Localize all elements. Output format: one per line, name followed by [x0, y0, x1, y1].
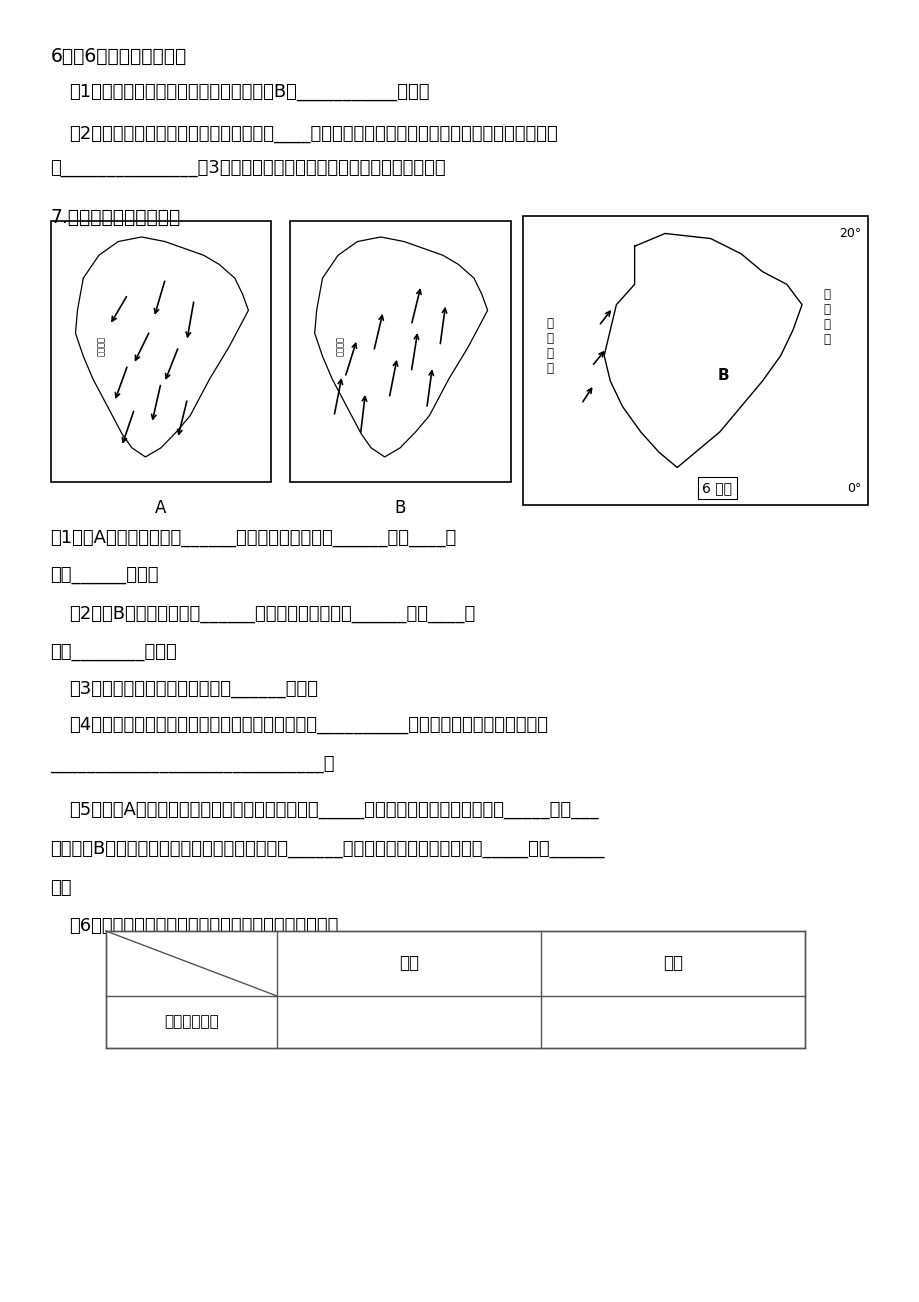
Text: ______________________________。: ______________________________。 — [51, 755, 335, 773]
Text: 北面利陆: 北面利陆 — [96, 336, 106, 357]
Text: 6 题图: 6 题图 — [702, 480, 732, 495]
Text: （3）能给印度带来丰富降水的是______季风。: （3）能给印度带来丰富降水的是______季风。 — [69, 680, 318, 698]
Text: B: B — [717, 367, 728, 383]
Bar — [522, 216, 868, 505]
Text: 月。在图B中季风的影响下，印度大部分地区进入______季，该季节时间大致是每年的_____月至______: 月。在图B中季风的影响下，印度大部分地区进入______季，该季节时间大致是每年… — [51, 840, 605, 858]
Text: 夏面利陆: 夏面利陆 — [335, 336, 345, 357]
Text: 西南风的变化: 西南风的变化 — [164, 1014, 219, 1030]
Text: 20°: 20° — [838, 227, 860, 240]
Text: （1）下图为某国地形的一部分，该地形区B是___________高原。: （1）下图为某国地形的一部分，该地形区B是___________高原。 — [69, 83, 429, 102]
Text: B: B — [394, 499, 405, 517]
Text: 旱灾: 旱灾 — [663, 954, 682, 973]
Text: （4）在这两种季风的影响下，印度大部分地区属于__________气候，这种气候的主要特征是: （4）在这两种季风的影响下，印度大部分地区属于__________气候，这种气候… — [69, 716, 548, 734]
Text: 水灾: 水灾 — [399, 954, 419, 973]
Text: 月。: 月。 — [51, 879, 72, 897]
Text: 称为________季风。: 称为________季风。 — [51, 643, 177, 661]
Text: （2）图B中箭头表示的是______（风向）风，此风从______吹向____，: （2）图B中箭头表示的是______（风向）风，此风从______吹向____， — [69, 605, 475, 624]
Text: （2）根据图中风向判断，此时该国正处在____季。图示区域气候与我国东部气候有相似性，共同点: （2）根据图中风向判断，此时该国正处在____季。图示区域气候与我国东部气候有相… — [69, 125, 557, 143]
Text: A: A — [155, 499, 166, 517]
Text: （5）在图A中季风的影响下，印度大部分地区进入_____季，该季节时间大致是每年的_____月至___: （5）在图A中季风的影响下，印度大部分地区进入_____季，该季节时间大致是每年… — [69, 801, 598, 819]
Text: 7.读南亚季风图，回答：: 7.读南亚季风图，回答： — [51, 208, 181, 228]
Text: （1）图A中箭头表示的是______（方向）风，此风从______吹向____，: （1）图A中箭头表示的是______（方向）风，此风从______吹向____， — [51, 529, 457, 547]
Text: （6）请将印度发生旱涝灾害时西南季风的状况填入表中: （6）请将印度发生旱涝灾害时西南季风的状况填入表中 — [69, 917, 338, 935]
Bar — [51, 221, 271, 482]
Bar — [106, 931, 804, 1048]
Bar — [289, 221, 510, 482]
Text: 0°: 0° — [845, 482, 860, 495]
Text: 6．读6题图，回答问题。: 6．读6题图，回答问题。 — [51, 47, 187, 66]
Text: 称为______季风。: 称为______季风。 — [51, 566, 159, 585]
Text: 孟
加
拉
湾: 孟 加 拉 湾 — [823, 288, 830, 346]
Text: 阿
拉
伯
海: 阿 拉 伯 海 — [546, 318, 553, 375]
Text: 是_______________（3）简述该气候对当地发展农业生产的不利影响。: 是_______________（3）简述该气候对当地发展农业生产的不利影响。 — [51, 159, 446, 177]
